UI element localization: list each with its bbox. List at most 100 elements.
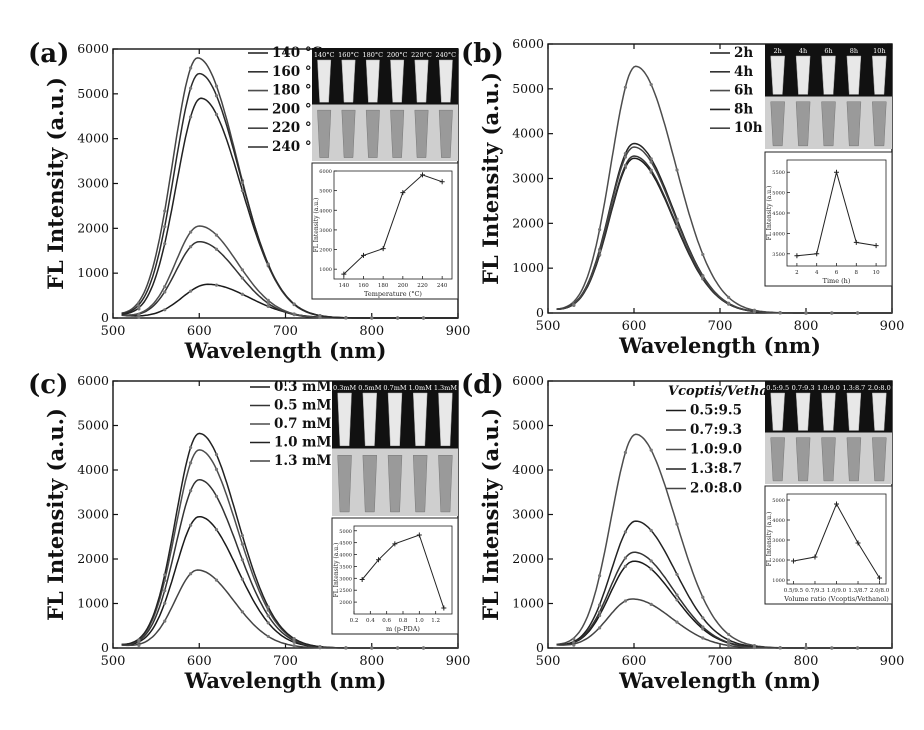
y-tick-label: 6000 bbox=[512, 373, 544, 388]
series-marker bbox=[598, 249, 602, 253]
y-tick-label: 5000 bbox=[512, 81, 544, 96]
vial-daylight bbox=[390, 109, 405, 158]
series-marker bbox=[214, 112, 219, 117]
inset-point bbox=[400, 190, 406, 196]
x-tick-label: 900 bbox=[446, 654, 471, 669]
vial-label: 2h bbox=[774, 47, 782, 55]
series-marker bbox=[649, 82, 653, 87]
series-marker bbox=[701, 616, 705, 620]
vial-daylight bbox=[387, 455, 403, 513]
inset-y-label: FL Intensity (a.u.) bbox=[313, 198, 320, 253]
inset-x-tick-label: 220 bbox=[417, 283, 428, 289]
vial-label: 1.3mM bbox=[434, 384, 458, 392]
vial-label: 0.3mM bbox=[333, 384, 357, 392]
panel-d: 500 600 700 800 900 0 1000 2000 3000 4000 5000 6000… bbox=[461, 370, 904, 693]
series-marker bbox=[752, 309, 757, 313]
legend-entry: 10h bbox=[734, 120, 763, 136]
series-marker bbox=[189, 289, 193, 293]
vial-glow bbox=[413, 392, 428, 447]
series-marker bbox=[649, 567, 653, 571]
inset-point bbox=[855, 540, 861, 546]
series-marker bbox=[240, 276, 244, 280]
series-marker bbox=[189, 445, 193, 450]
series-marker bbox=[623, 530, 628, 534]
legend-entry: 1.3:8.7 bbox=[690, 461, 742, 477]
inset-y-tick-label: 4500 bbox=[339, 541, 352, 547]
vial-daylight bbox=[365, 109, 380, 158]
series-marker bbox=[727, 638, 731, 642]
vial-glow bbox=[387, 392, 403, 447]
legend-title: Vcoptis/Vethanol bbox=[668, 384, 791, 399]
legend-entry: 200 °C bbox=[272, 101, 323, 117]
inset-x-tick-label: 8 bbox=[855, 270, 859, 276]
series-marker bbox=[214, 84, 219, 88]
vial-daylight bbox=[795, 437, 811, 482]
y-tick-label: 1000 bbox=[512, 260, 544, 275]
series-marker bbox=[727, 295, 731, 299]
series-marker bbox=[189, 245, 193, 249]
vial-label: 2.0:8.0 bbox=[868, 384, 891, 392]
inset-x-tick-label: 2 bbox=[795, 270, 799, 276]
series-line-1-3-mM bbox=[121, 569, 458, 649]
x-tick-label: 900 bbox=[880, 319, 905, 334]
series-marker bbox=[137, 638, 141, 642]
inset-y-tick-label: 4000 bbox=[772, 518, 785, 524]
vial-daylight bbox=[341, 109, 356, 158]
series-marker bbox=[240, 188, 244, 193]
y-tick-label: 1000 bbox=[512, 596, 544, 611]
y-tick-label: 3000 bbox=[77, 176, 109, 191]
x-tick-label: 500 bbox=[536, 319, 561, 334]
series-marker bbox=[163, 588, 167, 593]
vial-daylight bbox=[872, 101, 887, 147]
series-marker bbox=[856, 646, 860, 650]
vial-glow bbox=[872, 55, 887, 95]
inset-point bbox=[814, 251, 820, 257]
inset-y-tick-label: 4000 bbox=[339, 553, 352, 559]
y-axis-label: FL Intensity (a.u.) bbox=[478, 72, 503, 285]
series-marker bbox=[292, 644, 296, 648]
vial-daylight bbox=[438, 109, 453, 158]
series-marker bbox=[649, 160, 653, 164]
inset-frame bbox=[764, 151, 893, 287]
series-marker bbox=[623, 155, 628, 159]
vial-glow bbox=[438, 392, 453, 447]
y-tick-label: 0 bbox=[536, 640, 544, 655]
series-marker bbox=[649, 168, 653, 172]
legend-entry: 160 °C bbox=[272, 64, 323, 80]
inset-y-tick-label: 5000 bbox=[339, 529, 352, 535]
series-marker bbox=[266, 605, 270, 609]
x-tick-label: 900 bbox=[880, 654, 905, 669]
legend-entry: 180 °C bbox=[272, 83, 323, 99]
y-tick-label: 1000 bbox=[77, 596, 109, 611]
vial-daylight bbox=[821, 437, 836, 482]
series-marker bbox=[752, 645, 757, 650]
vial-label: 1.0:9.0 bbox=[817, 384, 840, 392]
series-marker bbox=[370, 316, 374, 320]
series-marker bbox=[292, 636, 296, 641]
inset-x-tick-label: 0.8 bbox=[399, 618, 408, 624]
inset-x-tick-label: 1.0/9.0 bbox=[827, 588, 847, 594]
legend-entry: 0.7 mM bbox=[274, 416, 331, 432]
series-marker bbox=[701, 595, 705, 599]
x-tick-label: 700 bbox=[708, 654, 733, 669]
y-tick-label: 6000 bbox=[77, 41, 109, 56]
series-marker bbox=[701, 625, 705, 629]
inset-y-tick-label: 5000 bbox=[319, 189, 332, 195]
x-tick-label: 600 bbox=[187, 324, 212, 339]
series-marker bbox=[266, 614, 270, 618]
series-marker bbox=[778, 311, 782, 315]
vial-photo-fluorescence bbox=[312, 48, 458, 105]
series-marker bbox=[240, 292, 244, 296]
series-marker bbox=[137, 307, 141, 311]
series-marker bbox=[572, 643, 576, 647]
vial-glow bbox=[317, 59, 332, 103]
inset-x-tick-label: 4 bbox=[815, 270, 819, 276]
vial-glow bbox=[872, 392, 887, 431]
vial-label: 0.5:9.5 bbox=[766, 384, 789, 392]
vial-label: 8h bbox=[850, 47, 858, 55]
series-marker bbox=[727, 632, 731, 637]
inset-trend-line bbox=[343, 174, 443, 275]
series-marker bbox=[830, 646, 834, 650]
inset-y-tick-label: 5000 bbox=[772, 191, 785, 197]
vial-label: 0.7:9.3 bbox=[792, 384, 815, 392]
